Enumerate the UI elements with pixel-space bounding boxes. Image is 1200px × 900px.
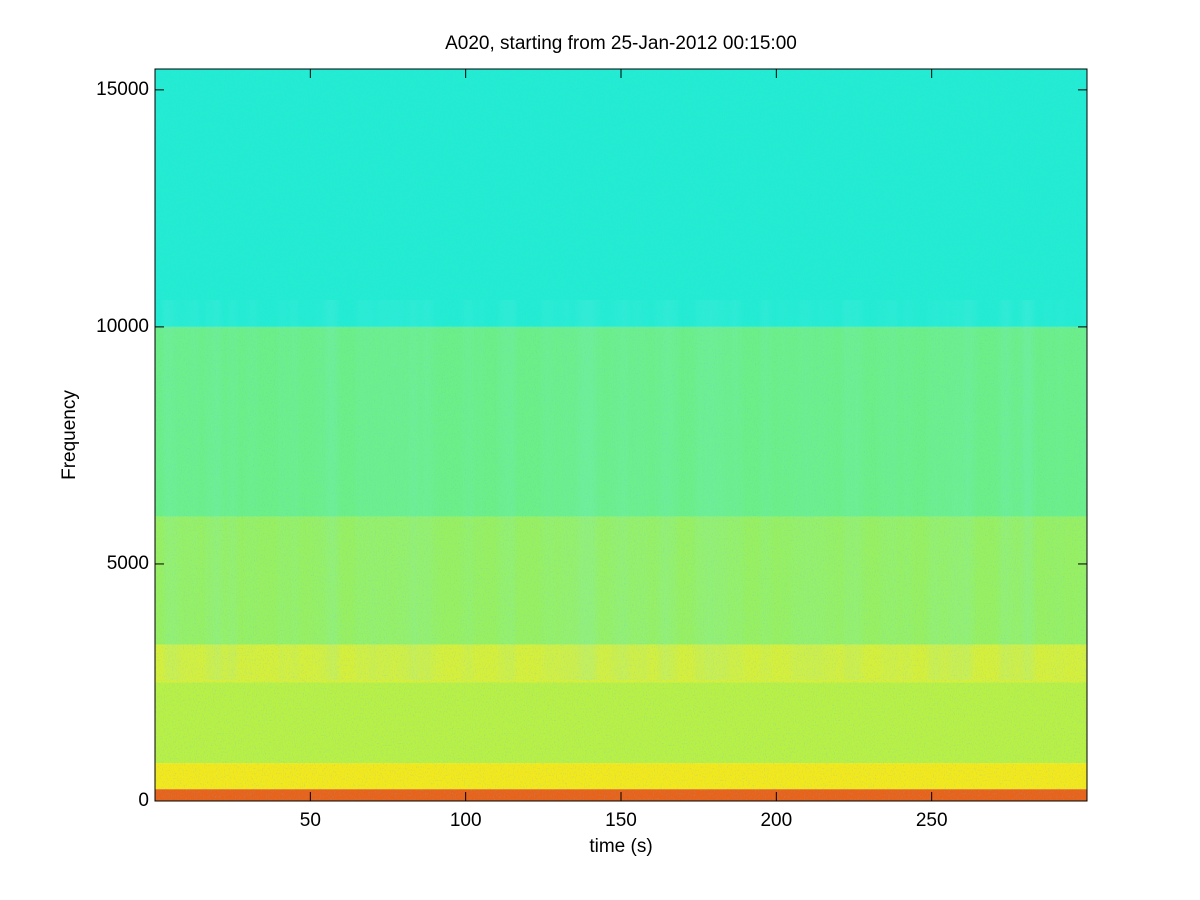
streak-overlay [155, 300, 1087, 680]
x-tick-label: 100 [450, 810, 482, 831]
x-tick-label: 150 [605, 810, 637, 831]
x-tick-label: 50 [300, 810, 321, 831]
frequency-band [155, 763, 1087, 790]
frequency-band [155, 682, 1087, 764]
x-tick-label: 200 [760, 810, 792, 831]
chart-title: A020, starting from 25-Jan-2012 00:15:00 [445, 33, 797, 54]
y-tick-label: 15000 [96, 79, 149, 100]
x-axis-label: time (s) [589, 836, 652, 857]
y-tick-label: 0 [138, 790, 149, 811]
y-tick-label: 5000 [107, 553, 149, 574]
y-tick-label: 10000 [96, 316, 149, 337]
x-tick-label: 250 [916, 810, 948, 831]
y-axis-label: Frequency [59, 390, 80, 480]
frequency-band [155, 69, 1087, 327]
